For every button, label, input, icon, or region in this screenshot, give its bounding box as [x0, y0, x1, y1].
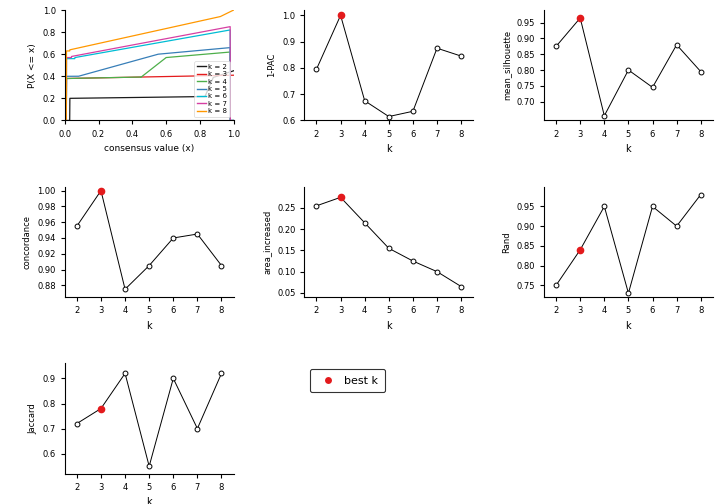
Y-axis label: area_increased: area_increased: [263, 210, 271, 274]
X-axis label: k: k: [626, 144, 631, 154]
X-axis label: k: k: [146, 321, 152, 331]
Y-axis label: Jaccard: Jaccard: [28, 403, 37, 434]
Legend: best k: best k: [310, 369, 385, 392]
Legend: k = 2, k = 3, k = 4, k = 5, k = 6, k = 7, k = 8: k = 2, k = 3, k = 4, k = 5, k = 6, k = 7…: [194, 61, 230, 117]
Y-axis label: concordance: concordance: [22, 215, 32, 269]
X-axis label: k: k: [386, 144, 392, 154]
X-axis label: consensus value (x): consensus value (x): [104, 144, 194, 153]
X-axis label: k: k: [386, 321, 392, 331]
Y-axis label: mean_silhouette: mean_silhouette: [502, 30, 511, 100]
Y-axis label: Rand: Rand: [502, 231, 511, 253]
Y-axis label: P(X <= x): P(X <= x): [28, 43, 37, 88]
X-axis label: k: k: [626, 321, 631, 331]
Y-axis label: 1-PAC: 1-PAC: [268, 53, 276, 78]
X-axis label: k: k: [146, 497, 152, 504]
